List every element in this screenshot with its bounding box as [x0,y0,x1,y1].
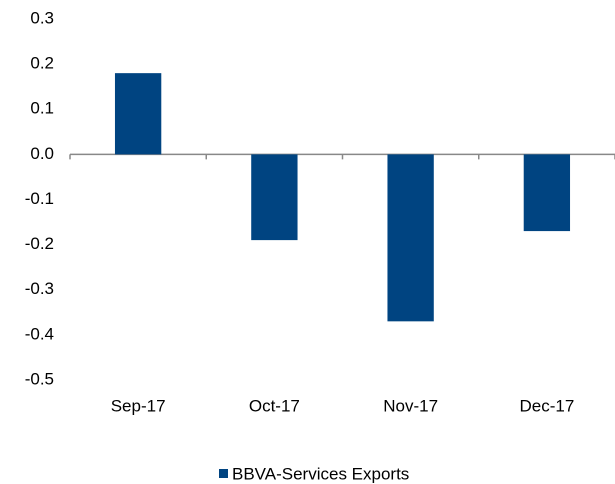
y-tick-label: -0.1 [25,189,54,208]
bar [387,154,434,322]
y-tick-label: 0.2 [30,54,54,73]
y-tick-label: 0.0 [30,144,54,163]
bar [114,73,162,155]
y-tick-label: 0.1 [30,99,54,118]
bar [251,154,298,241]
y-tick-label: -0.2 [25,234,54,253]
x-tick-label: Nov-17 [383,396,438,415]
x-tick-label: Oct-17 [249,396,300,415]
legend-swatch [219,469,228,478]
y-tick-label: 0.3 [30,8,54,27]
x-tick-label: Dec-17 [519,396,574,415]
y-tick-label: -0.5 [25,369,54,388]
legend-label: BBVA-Services Exports [232,464,409,483]
y-tick-label: -0.3 [25,279,54,298]
y-tick-label: -0.4 [25,324,54,343]
x-tick-label: Sep-17 [111,396,166,415]
bar [523,154,571,232]
